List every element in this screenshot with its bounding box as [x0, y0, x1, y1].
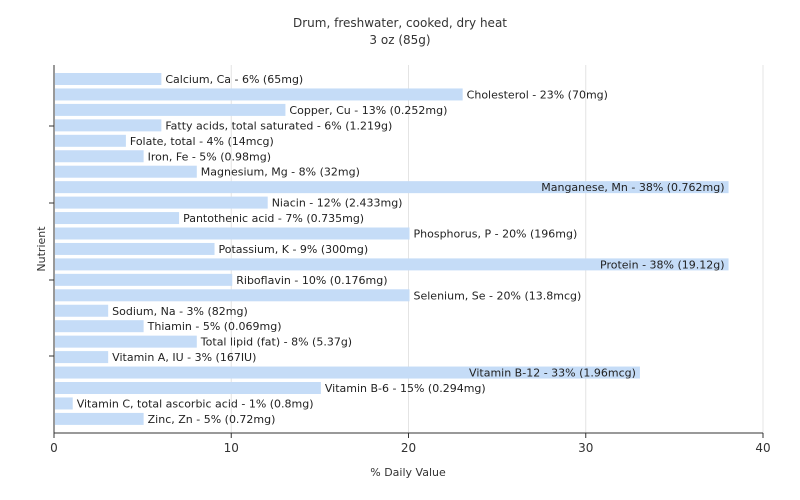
- x-tick-label: 40: [755, 441, 770, 455]
- bar-label: Vitamin A, IU - 3% (167IU): [112, 351, 256, 364]
- x-tick-label: 30: [578, 441, 593, 455]
- bar-label: Vitamin B-6 - 15% (0.294mg): [325, 382, 486, 395]
- bar-label: Iron, Fe - 5% (0.98mg): [148, 150, 271, 163]
- bar-label: Vitamin B-12 - 33% (1.96mcg): [469, 367, 636, 380]
- bar-label: Sodium, Na - 3% (82mg): [112, 305, 248, 318]
- bar-label: Pantothenic acid - 7% (0.735mg): [183, 212, 364, 225]
- bar-label: Fatty acids, total saturated - 6% (1.219…: [165, 119, 392, 132]
- bars-group: [55, 73, 729, 425]
- bar-label: Vitamin C, total ascorbic acid - 1% (0.8…: [77, 397, 314, 410]
- bar-labels-group: Calcium, Ca - 6% (65mg) Cholesterol - 23%…: [77, 73, 725, 426]
- bar-label: Thiamin - 5% (0.069mg): [147, 320, 282, 333]
- bar-label: Selenium, Se - 20% (13.8mcg): [414, 289, 582, 302]
- bar: [55, 150, 144, 163]
- bar-label: Cholesterol - 23% (70mg): [467, 88, 608, 101]
- bar: [55, 119, 162, 132]
- bar: [55, 73, 162, 85]
- bar-label: Protein - 38% (19.12g): [600, 258, 725, 271]
- bar: [55, 397, 73, 410]
- bar-label: Riboflavin - 10% (0.176mg): [236, 274, 387, 287]
- x-tick-label: 20: [401, 441, 416, 455]
- bar-label: Calcium, Ca - 6% (65mg): [165, 73, 303, 86]
- bar: [55, 273, 233, 286]
- chart-subtitle: 3 oz (85g): [369, 33, 430, 47]
- bar: [55, 134, 126, 147]
- bar: [55, 242, 215, 255]
- x-tick-label: 0: [50, 441, 58, 455]
- bar-label: Copper, Cu - 13% (0.252mg): [289, 104, 447, 117]
- bar-label: Manganese, Mn - 38% (0.762mg): [541, 181, 724, 194]
- bar-label: Total lipid (fat) - 8% (5.37g): [200, 336, 352, 349]
- bar: [55, 196, 268, 209]
- bar: [55, 258, 729, 271]
- y-axis-label: Nutrient: [35, 226, 48, 272]
- bar-label: Folate, total - 4% (14mcg): [130, 135, 274, 148]
- bar: [55, 289, 410, 302]
- x-axis-label: % Daily Value: [370, 466, 446, 479]
- x-tick-label: 10: [224, 441, 239, 455]
- bar: [55, 412, 144, 425]
- bar: [55, 103, 286, 116]
- x-ticks-group: 0 10 20 30 40: [50, 433, 771, 455]
- bar: [55, 88, 463, 101]
- bar: [55, 366, 640, 379]
- bar: [55, 181, 729, 194]
- bar-label: Niacin - 12% (2.433mg): [272, 197, 403, 210]
- bar: [55, 335, 197, 348]
- bar: [55, 320, 144, 333]
- chart-title: Drum, freshwater, cooked, dry heat: [293, 16, 507, 30]
- bar: [55, 165, 197, 178]
- bar: [55, 304, 109, 317]
- bar: [55, 227, 410, 240]
- bar-label: Zinc, Zn - 5% (0.72mg): [148, 413, 276, 426]
- bar-label: Magnesium, Mg - 8% (32mg): [201, 166, 360, 179]
- bar: [55, 212, 180, 225]
- bar: [55, 382, 321, 394]
- bar: [55, 351, 109, 364]
- bar-label: Potassium, K - 9% (300mg): [219, 243, 369, 256]
- bar-label: Phosphorus, P - 20% (196mg): [414, 228, 578, 241]
